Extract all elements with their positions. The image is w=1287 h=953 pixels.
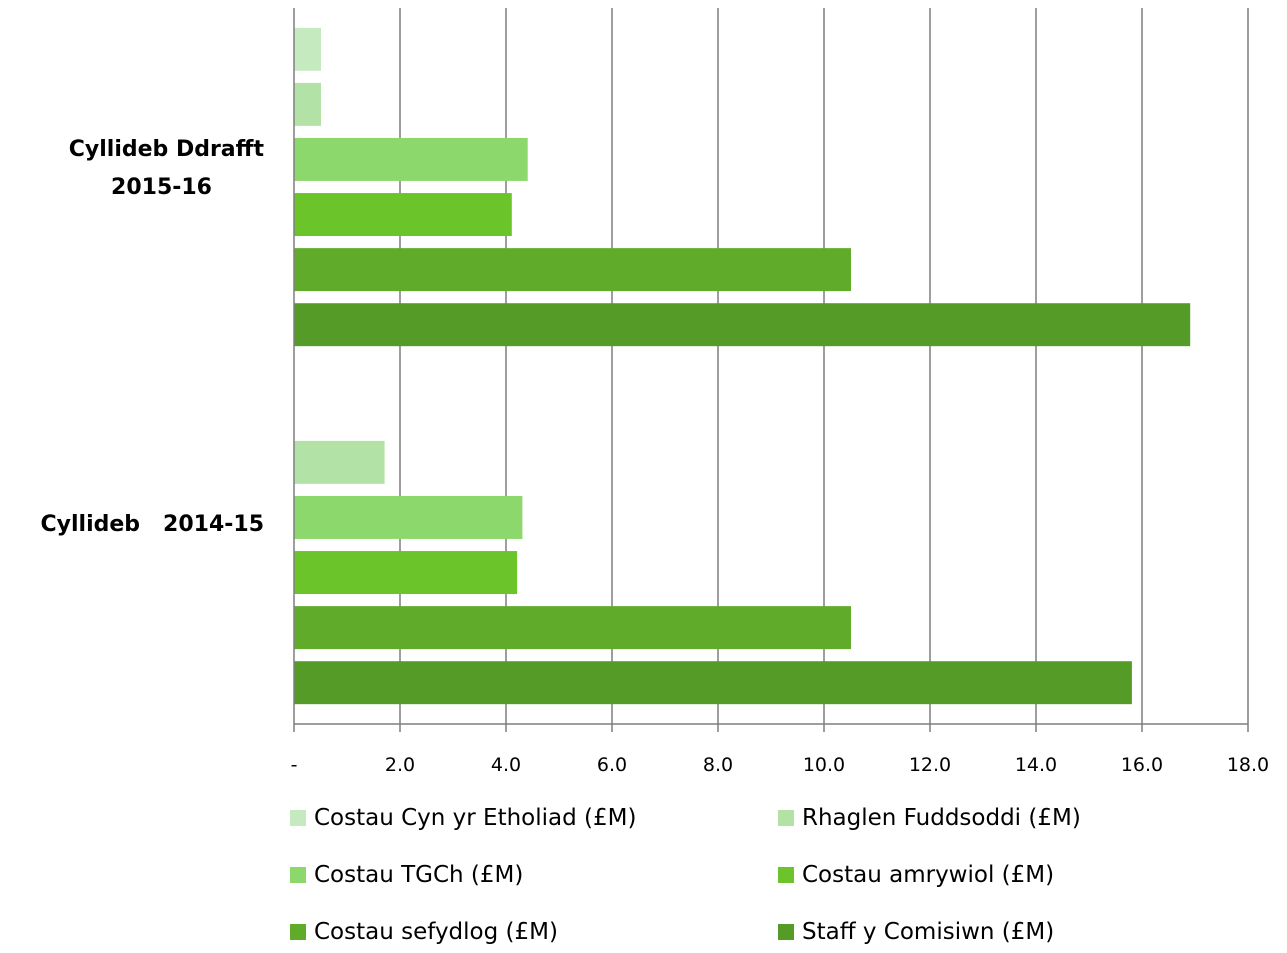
bar bbox=[294, 82, 321, 126]
x-tick-label: 18.0 bbox=[1227, 754, 1269, 776]
gridlines bbox=[399, 8, 1249, 732]
x-tick-label: 12.0 bbox=[909, 754, 951, 776]
legend-item: Costau Cyn yr Etholiad (£M) bbox=[290, 805, 636, 831]
legend-item: Costau sefydlog (£M) bbox=[290, 919, 558, 945]
legend-item: Costau TGCh (£M) bbox=[290, 862, 523, 888]
bar bbox=[294, 248, 851, 292]
legend-swatch bbox=[778, 867, 794, 883]
legend-swatch bbox=[290, 867, 306, 883]
legend-label: Staff y Comisiwn (£M) bbox=[802, 919, 1055, 945]
category-label: Cyllideb 2014-15 bbox=[41, 512, 264, 537]
legend-label: Costau Cyn yr Etholiad (£M) bbox=[314, 805, 637, 831]
legend-label: Costau sefydlog (£M) bbox=[314, 919, 558, 945]
bar bbox=[294, 440, 385, 484]
category-label: Cyllideb Ddrafft 2015-16 bbox=[69, 137, 265, 200]
legend-swatch bbox=[290, 810, 306, 826]
x-tick-label: 6.0 bbox=[597, 754, 627, 776]
legend-item: Costau amrywiol (£M) bbox=[778, 862, 1054, 888]
legend-swatch bbox=[778, 810, 794, 826]
category-labels: Cyllideb Ddrafft 2015-16 Cyllideb 2014-15 bbox=[41, 137, 265, 537]
legend-label: Costau TGCh (£M) bbox=[314, 862, 524, 888]
x-tick-label: 14.0 bbox=[1015, 754, 1057, 776]
bar bbox=[294, 551, 518, 595]
legend-item: Staff y Comisiwn (£M) bbox=[778, 919, 1054, 945]
bars bbox=[294, 27, 1191, 705]
x-tick-label: 10.0 bbox=[803, 754, 845, 776]
legend-swatch bbox=[290, 924, 306, 940]
x-tick-labels: - 2.0 4.0 6.0 8.0 10.0 12.0 14.0 16.0 18.0 bbox=[291, 754, 1270, 776]
legend-item: Rhaglen Fuddsoddi (£M) bbox=[778, 805, 1081, 831]
bar bbox=[294, 137, 528, 181]
x-tick-label: 8.0 bbox=[703, 754, 733, 776]
bar bbox=[294, 303, 1191, 347]
bar-chart: - 2.0 4.0 6.0 8.0 10.0 12.0 14.0 16.0 18.0 Cyllid… bbox=[41, 8, 1270, 776]
legend-label: Costau amrywiol (£M) bbox=[802, 862, 1055, 888]
x-tick-label: - bbox=[291, 754, 298, 776]
x-tick-label: 16.0 bbox=[1121, 754, 1163, 776]
legend-swatch bbox=[778, 924, 794, 940]
bar bbox=[294, 193, 512, 237]
x-tick-label: 2.0 bbox=[385, 754, 415, 776]
x-tick-label: 4.0 bbox=[491, 754, 521, 776]
bar bbox=[294, 661, 1132, 705]
bar bbox=[294, 27, 321, 71]
bar bbox=[294, 495, 523, 539]
bar bbox=[294, 606, 851, 650]
legend-label: Rhaglen Fuddsoddi (£M) bbox=[802, 805, 1081, 831]
